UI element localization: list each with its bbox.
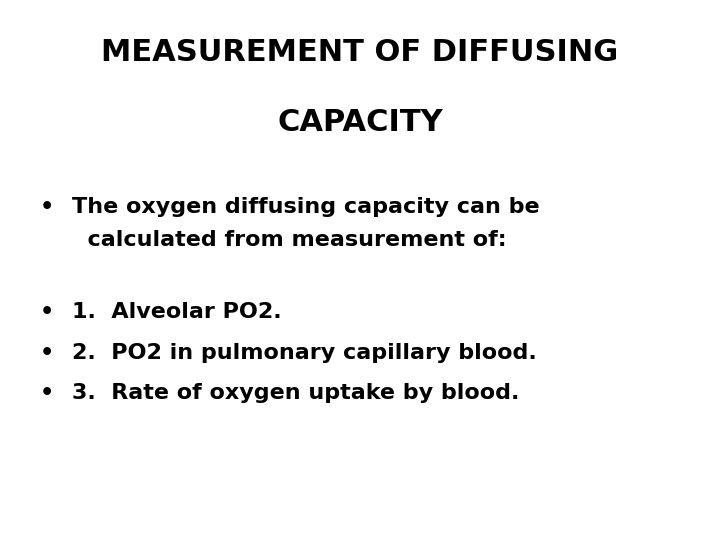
Text: CAPACITY: CAPACITY <box>277 108 443 137</box>
Text: •: • <box>40 343 54 363</box>
Text: calculated from measurement of:: calculated from measurement of: <box>72 230 507 249</box>
Text: 3.  Rate of oxygen uptake by blood.: 3. Rate of oxygen uptake by blood. <box>72 383 519 403</box>
Text: The oxygen diffusing capacity can be: The oxygen diffusing capacity can be <box>72 197 539 217</box>
Text: MEASUREMENT OF DIFFUSING: MEASUREMENT OF DIFFUSING <box>102 38 618 67</box>
Text: •: • <box>40 302 54 322</box>
Text: •: • <box>40 383 54 403</box>
Text: 2.  PO2 in pulmonary capillary blood.: 2. PO2 in pulmonary capillary blood. <box>72 343 536 363</box>
Text: •: • <box>40 197 54 217</box>
Text: 1.  Alveolar PO2.: 1. Alveolar PO2. <box>72 302 282 322</box>
